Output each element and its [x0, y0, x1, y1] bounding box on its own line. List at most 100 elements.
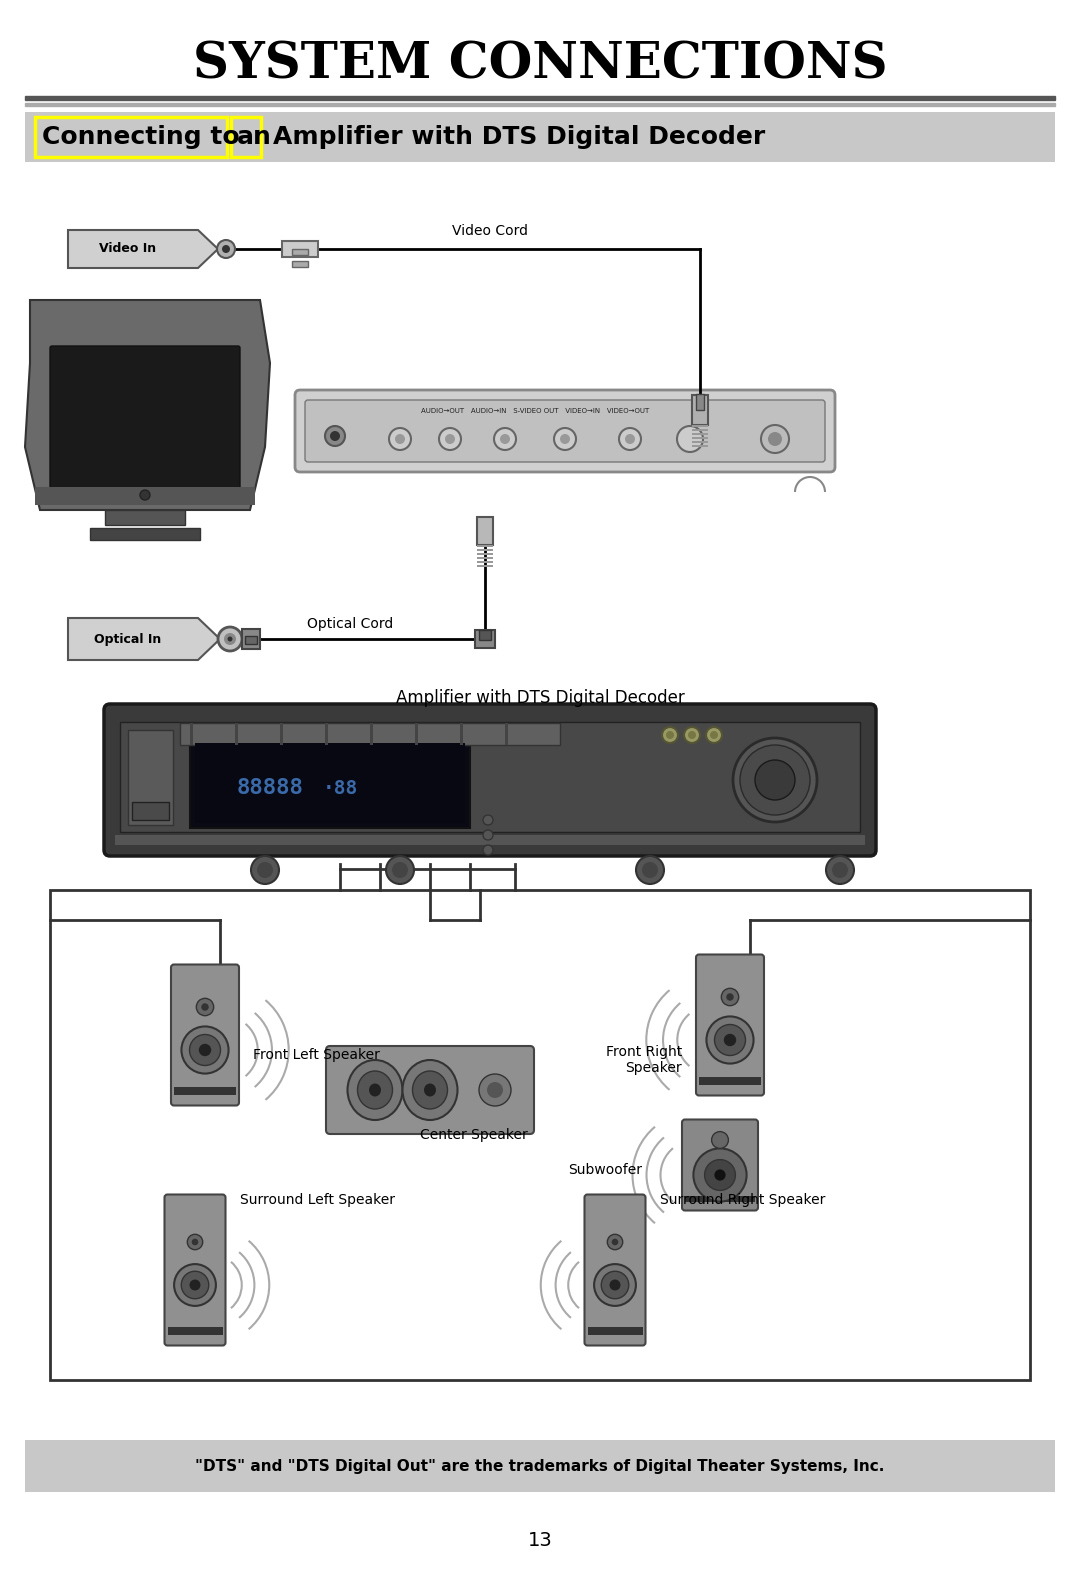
Circle shape — [325, 426, 345, 447]
Bar — [696, 394, 704, 410]
Bar — [245, 637, 257, 645]
Circle shape — [330, 431, 340, 440]
Bar — [190, 722, 193, 744]
Text: Front Left Speaker: Front Left Speaker — [253, 1049, 380, 1061]
Text: Video Cord: Video Cord — [453, 223, 528, 238]
Ellipse shape — [424, 1083, 436, 1096]
Circle shape — [187, 1234, 203, 1250]
Text: Subwoofer: Subwoofer — [568, 1163, 642, 1177]
Circle shape — [483, 830, 492, 840]
Bar — [235, 722, 238, 744]
FancyBboxPatch shape — [696, 955, 764, 1096]
Bar — [292, 261, 308, 268]
Bar — [50, 890, 1030, 1380]
Bar — [90, 527, 200, 540]
Circle shape — [625, 434, 635, 444]
Text: Optical In: Optical In — [94, 632, 162, 646]
Bar — [477, 545, 492, 546]
Ellipse shape — [348, 1060, 403, 1120]
Circle shape — [684, 727, 700, 743]
Text: "DTS" and "DTS Digital Out" are the trademarks of Digital Theater Systems, Inc.: "DTS" and "DTS Digital Out" are the trad… — [195, 1459, 885, 1473]
Polygon shape — [68, 230, 218, 268]
FancyBboxPatch shape — [50, 345, 240, 494]
Bar — [415, 722, 418, 744]
Bar — [477, 553, 492, 554]
Bar — [174, 1087, 237, 1095]
FancyBboxPatch shape — [295, 390, 835, 472]
Circle shape — [611, 1239, 618, 1245]
Circle shape — [386, 855, 414, 884]
Bar — [692, 440, 708, 444]
Bar — [460, 722, 463, 744]
Bar — [477, 561, 492, 562]
Bar — [505, 722, 508, 744]
Bar — [692, 425, 708, 428]
Bar — [231, 117, 261, 157]
Bar — [692, 437, 708, 439]
Circle shape — [712, 1131, 728, 1148]
Bar — [475, 630, 495, 648]
Bar — [35, 486, 255, 505]
Circle shape — [438, 428, 461, 450]
Circle shape — [480, 1074, 511, 1106]
Ellipse shape — [357, 1071, 392, 1109]
Bar — [292, 249, 308, 255]
Circle shape — [445, 434, 455, 444]
Text: SYSTEM CONNECTIONS: SYSTEM CONNECTIONS — [192, 41, 888, 90]
Bar — [480, 630, 491, 640]
Circle shape — [389, 428, 411, 450]
Bar — [692, 429, 708, 431]
Circle shape — [715, 1025, 745, 1055]
Circle shape — [189, 1034, 220, 1066]
Circle shape — [392, 862, 408, 878]
Bar — [190, 738, 470, 828]
Circle shape — [251, 855, 279, 884]
FancyBboxPatch shape — [171, 965, 239, 1106]
Bar — [477, 565, 492, 567]
Bar — [282, 241, 318, 257]
Circle shape — [228, 637, 232, 642]
Bar — [25, 103, 1055, 106]
Bar — [35, 117, 227, 157]
Bar — [477, 550, 492, 551]
Circle shape — [677, 426, 703, 451]
Bar — [692, 432, 708, 436]
Bar — [105, 510, 185, 524]
Circle shape — [693, 1148, 746, 1202]
Polygon shape — [25, 299, 270, 510]
Circle shape — [140, 489, 150, 501]
Circle shape — [181, 1026, 229, 1074]
Circle shape — [706, 1017, 754, 1063]
Circle shape — [636, 855, 664, 884]
Bar — [25, 112, 1055, 162]
FancyBboxPatch shape — [681, 1120, 758, 1210]
Circle shape — [197, 998, 214, 1015]
Text: 13: 13 — [528, 1530, 552, 1549]
Text: Center Speaker: Center Speaker — [420, 1128, 528, 1142]
Text: Front Right
Speaker: Front Right Speaker — [606, 1045, 681, 1076]
Ellipse shape — [403, 1060, 458, 1120]
Circle shape — [607, 1234, 623, 1250]
Circle shape — [395, 434, 405, 444]
Circle shape — [561, 434, 570, 444]
Circle shape — [832, 862, 848, 878]
Bar — [699, 1077, 761, 1085]
Bar — [242, 629, 260, 649]
Bar — [129, 730, 173, 825]
Circle shape — [222, 246, 230, 253]
Circle shape — [500, 434, 510, 444]
Bar — [180, 722, 561, 744]
Bar — [120, 722, 860, 832]
Bar — [692, 445, 708, 447]
Ellipse shape — [413, 1071, 447, 1109]
Text: AUDIO→OUT   AUDIO→IN   S-VIDEO OUT   VIDEO→IN   VIDEO→OUT: AUDIO→OUT AUDIO→IN S-VIDEO OUT VIDEO→IN … — [421, 409, 649, 413]
Bar — [477, 558, 492, 559]
Text: Amplifier with DTS Digital Decoder: Amplifier with DTS Digital Decoder — [273, 125, 766, 149]
Circle shape — [710, 730, 718, 740]
Circle shape — [594, 1264, 636, 1305]
Text: Connecting to: Connecting to — [42, 125, 240, 149]
Circle shape — [740, 744, 810, 816]
Bar — [195, 743, 465, 824]
Circle shape — [688, 730, 696, 740]
FancyBboxPatch shape — [305, 401, 825, 463]
